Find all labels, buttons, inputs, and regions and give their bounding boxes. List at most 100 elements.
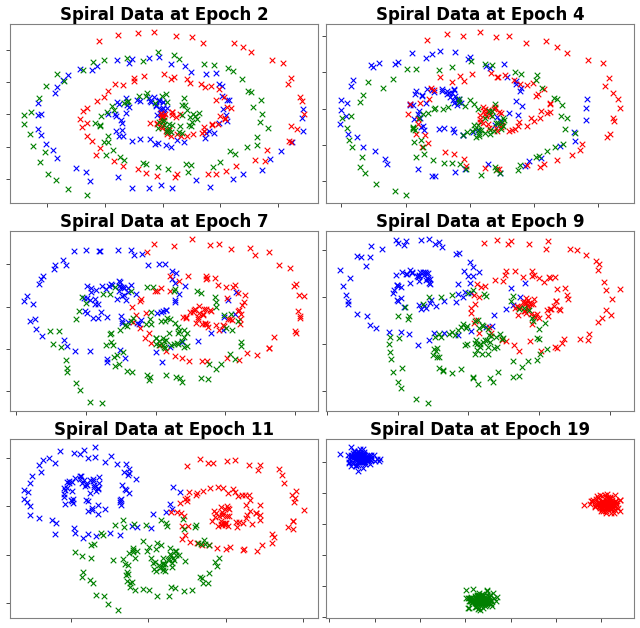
Point	[397, 267, 408, 277]
Point	[159, 108, 169, 118]
Point	[177, 377, 187, 387]
Point	[166, 582, 176, 592]
Point	[174, 327, 184, 337]
Point	[353, 451, 364, 461]
Point	[222, 353, 232, 363]
Point	[159, 112, 169, 122]
Point	[490, 275, 500, 285]
Point	[34, 93, 44, 103]
Point	[415, 267, 425, 277]
Point	[613, 503, 623, 513]
Point	[348, 75, 358, 85]
Point	[120, 353, 130, 363]
Point	[600, 498, 611, 508]
Point	[212, 119, 223, 129]
Point	[277, 470, 287, 480]
Point	[252, 132, 262, 142]
Point	[183, 271, 193, 281]
Point	[601, 497, 611, 507]
Point	[472, 131, 482, 141]
Point	[119, 283, 129, 293]
Point	[47, 516, 58, 526]
Point	[466, 56, 476, 66]
Point	[108, 555, 118, 565]
Point	[193, 538, 203, 548]
Point	[61, 477, 72, 487]
Point	[121, 570, 131, 580]
Point	[188, 307, 198, 317]
Point	[286, 73, 296, 83]
Point	[221, 95, 232, 105]
Point	[393, 57, 403, 67]
Point	[335, 449, 346, 459]
Point	[161, 507, 171, 517]
Point	[583, 335, 593, 345]
Point	[148, 565, 159, 575]
Point	[357, 456, 367, 466]
Point	[244, 243, 255, 253]
Point	[405, 265, 415, 275]
Point	[100, 457, 110, 467]
Point	[490, 99, 500, 109]
Point	[518, 297, 529, 307]
Point	[196, 372, 207, 382]
Point	[70, 313, 81, 323]
Point	[365, 252, 376, 262]
Point	[354, 453, 364, 463]
Point	[156, 109, 166, 119]
Point	[169, 50, 179, 60]
Point	[527, 78, 538, 89]
Point	[532, 355, 542, 365]
Point	[495, 124, 506, 134]
Point	[472, 338, 483, 349]
Point	[481, 594, 492, 604]
Point	[200, 133, 210, 143]
Point	[132, 546, 143, 556]
Point	[447, 290, 457, 300]
Point	[203, 169, 213, 179]
Point	[221, 544, 231, 554]
Point	[154, 97, 164, 107]
Point	[94, 246, 104, 256]
Point	[511, 96, 521, 106]
Point	[545, 99, 556, 109]
Point	[483, 323, 493, 333]
Point	[199, 126, 209, 136]
Point	[200, 274, 211, 284]
Point	[112, 458, 122, 468]
Point	[247, 519, 257, 529]
Point	[217, 507, 227, 517]
Point	[599, 278, 609, 288]
Point	[502, 239, 513, 249]
Point	[100, 504, 110, 514]
Point	[62, 342, 72, 352]
Point	[344, 457, 354, 467]
Point	[162, 103, 172, 113]
Point	[284, 136, 294, 146]
Point	[129, 251, 139, 261]
Point	[543, 236, 554, 246]
Point	[29, 314, 40, 324]
Point	[288, 516, 298, 526]
Point	[126, 280, 136, 290]
Point	[504, 126, 514, 136]
Point	[167, 107, 177, 117]
Point	[175, 373, 185, 383]
Point	[358, 449, 369, 459]
Point	[485, 590, 495, 600]
Point	[38, 455, 48, 465]
Point	[447, 89, 457, 99]
Point	[550, 142, 560, 152]
Point	[542, 344, 552, 354]
Point	[483, 597, 493, 607]
Point	[233, 490, 243, 501]
Point	[83, 453, 93, 463]
Point	[468, 584, 478, 594]
Point	[49, 264, 60, 274]
Point	[586, 496, 596, 506]
Point	[163, 125, 173, 135]
Point	[166, 504, 177, 514]
Point	[534, 325, 544, 335]
Point	[159, 69, 169, 79]
Point	[172, 507, 182, 517]
